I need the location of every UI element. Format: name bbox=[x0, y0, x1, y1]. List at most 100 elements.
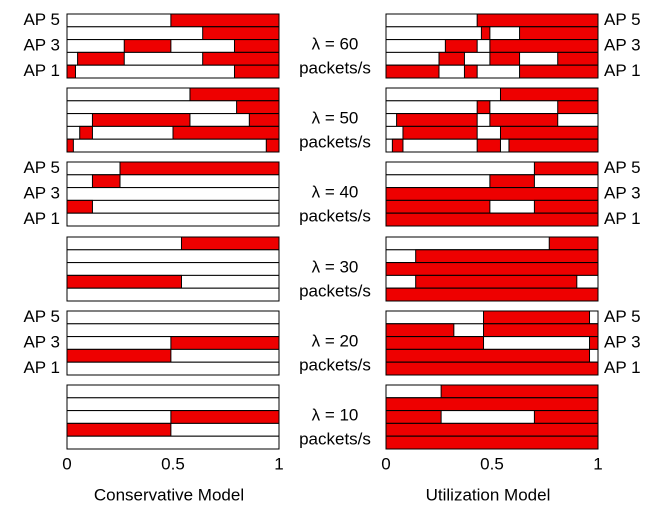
x-tick-label: 0.5 bbox=[480, 454, 504, 473]
ap-label: AP 5 bbox=[604, 307, 641, 326]
row-frame bbox=[66, 323, 280, 338]
active-interval bbox=[385, 435, 599, 450]
row-frame bbox=[66, 138, 280, 153]
active-interval bbox=[499, 125, 599, 140]
rate-caption: packets/s bbox=[299, 429, 371, 448]
active-interval bbox=[519, 64, 599, 79]
rate-caption: packets/s bbox=[299, 206, 371, 225]
rate-caption: λ = 60 bbox=[312, 34, 359, 53]
active-interval bbox=[66, 138, 74, 153]
x-tick-label: 0 bbox=[62, 454, 71, 473]
ap-label: AP 5 bbox=[604, 158, 641, 177]
active-interval bbox=[119, 161, 280, 176]
row-frame bbox=[66, 384, 280, 399]
active-interval bbox=[233, 64, 280, 79]
x-tick-label: 0.5 bbox=[161, 454, 185, 473]
ap-label: AP 1 bbox=[23, 61, 60, 80]
active-interval bbox=[91, 113, 191, 127]
active-interval bbox=[557, 100, 599, 115]
row-frame bbox=[66, 212, 280, 227]
active-interval bbox=[489, 39, 599, 53]
active-interval bbox=[499, 87, 599, 102]
active-interval bbox=[533, 199, 599, 214]
active-interval bbox=[489, 113, 559, 127]
active-interval bbox=[385, 361, 599, 376]
rate-caption: λ = 10 bbox=[312, 405, 359, 424]
active-interval bbox=[66, 348, 172, 363]
rate-caption: λ = 50 bbox=[312, 108, 359, 127]
active-interval bbox=[385, 348, 591, 363]
active-interval bbox=[180, 236, 280, 251]
rate-caption: packets/s bbox=[299, 355, 371, 374]
active-interval bbox=[483, 310, 591, 325]
active-interval bbox=[489, 174, 535, 189]
active-interval bbox=[66, 422, 172, 437]
ap-label: AP 1 bbox=[604, 358, 641, 377]
active-interval bbox=[508, 138, 599, 153]
active-interval bbox=[66, 199, 93, 214]
row-frame bbox=[66, 187, 280, 201]
active-interval bbox=[385, 262, 599, 276]
x-axis-label: Utilization Model bbox=[426, 485, 551, 504]
active-interval bbox=[385, 410, 442, 424]
active-interval bbox=[66, 274, 182, 289]
active-interval bbox=[476, 100, 491, 115]
row-frame bbox=[66, 397, 280, 412]
active-interval bbox=[79, 125, 93, 140]
active-interval bbox=[385, 287, 599, 302]
rate-caption: packets/s bbox=[299, 132, 371, 151]
active-interval bbox=[483, 323, 599, 338]
ap-label: AP 1 bbox=[23, 209, 60, 228]
ap-label: AP 3 bbox=[23, 332, 60, 351]
ap-label: AP 5 bbox=[604, 10, 641, 29]
active-interval bbox=[385, 212, 599, 227]
ap-label: AP 1 bbox=[604, 209, 641, 228]
row-frame bbox=[66, 310, 280, 325]
rate-caption: λ = 40 bbox=[312, 182, 359, 201]
ap-label: AP 3 bbox=[23, 35, 60, 54]
rate-caption: λ = 30 bbox=[312, 257, 359, 276]
active-interval bbox=[391, 138, 404, 153]
ap-label: AP 3 bbox=[604, 332, 641, 351]
active-interval bbox=[385, 187, 599, 201]
ap-label: AP 3 bbox=[23, 183, 60, 202]
row-frame bbox=[66, 249, 280, 264]
active-interval bbox=[385, 199, 491, 214]
active-interval bbox=[233, 39, 280, 53]
active-interval bbox=[519, 26, 599, 41]
rate-caption: λ = 20 bbox=[312, 331, 359, 350]
ap-label: AP 1 bbox=[23, 358, 60, 377]
rate-caption: packets/s bbox=[299, 58, 371, 77]
active-interval bbox=[202, 51, 280, 66]
active-interval bbox=[385, 336, 485, 350]
active-interval bbox=[265, 138, 280, 153]
row-frame bbox=[66, 435, 280, 450]
active-interval bbox=[557, 51, 599, 66]
active-interval bbox=[476, 138, 501, 153]
active-interval bbox=[415, 249, 599, 264]
active-interval bbox=[533, 410, 599, 424]
row-frame bbox=[66, 262, 280, 276]
active-interval bbox=[589, 336, 599, 350]
active-interval bbox=[548, 236, 599, 251]
active-interval bbox=[123, 39, 172, 53]
active-interval bbox=[170, 410, 280, 424]
active-interval bbox=[444, 39, 478, 53]
active-interval bbox=[463, 64, 478, 79]
active-interval bbox=[77, 51, 125, 66]
active-interval bbox=[489, 51, 521, 66]
active-interval bbox=[91, 174, 121, 189]
active-interval bbox=[480, 26, 491, 41]
active-interval bbox=[402, 125, 478, 140]
x-axis-label: Conservative Model bbox=[94, 485, 244, 504]
active-interval bbox=[172, 125, 280, 140]
active-interval bbox=[248, 113, 280, 127]
x-tick-label: 0 bbox=[381, 454, 390, 473]
active-interval bbox=[202, 26, 280, 41]
active-interval bbox=[385, 64, 440, 79]
active-interval bbox=[385, 397, 599, 412]
active-interval bbox=[170, 13, 280, 28]
active-interval bbox=[476, 13, 599, 28]
ap-label: AP 3 bbox=[604, 183, 641, 202]
